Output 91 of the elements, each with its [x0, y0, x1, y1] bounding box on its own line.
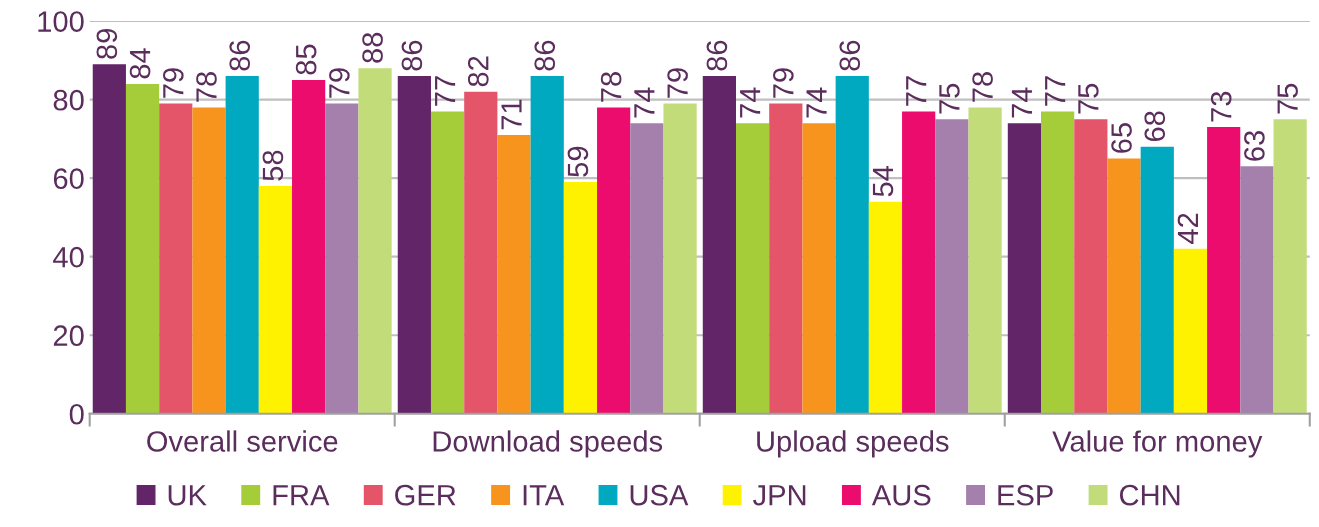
bar	[630, 123, 664, 414]
y-tick-label: 20	[53, 325, 84, 347]
data-label: 85	[295, 44, 317, 75]
data-label: 74	[1011, 87, 1032, 118]
bar	[1240, 166, 1274, 414]
data-label: 71	[501, 99, 522, 130]
data-label: 82	[467, 56, 489, 87]
bar	[868, 201, 903, 414]
data-label: 86	[401, 40, 423, 71]
legend-label: FRA	[273, 485, 330, 506]
bar	[968, 107, 1002, 414]
legend-label: AUS	[871, 484, 931, 506]
legend-label: USA	[630, 484, 689, 506]
data-label: 79	[162, 68, 184, 98]
data-label: 68	[1144, 111, 1166, 142]
data-label: 77	[906, 76, 927, 106]
data-label: 63	[1244, 131, 1265, 161]
bar	[1207, 127, 1241, 414]
data-label: 79	[329, 68, 350, 98]
data-label: 78	[196, 72, 217, 102]
bar	[497, 134, 531, 414]
bar	[358, 68, 392, 414]
data-label: 58	[262, 150, 284, 181]
bar	[1140, 146, 1174, 414]
bar	[530, 76, 564, 414]
legend-label: ESP	[998, 484, 1053, 506]
y-tick-label: 40	[53, 246, 84, 268]
data-label: 86	[706, 40, 728, 71]
data-label: 74	[634, 87, 655, 118]
bar	[1041, 111, 1075, 414]
x-tick-label: Download speeds	[433, 430, 663, 458]
data-label: 59	[567, 146, 589, 177]
bar	[464, 91, 498, 414]
data-label: 84	[129, 48, 151, 79]
bar	[325, 103, 359, 414]
bar	[430, 111, 465, 414]
y-tick-label: 60	[53, 168, 84, 189]
bar	[935, 119, 969, 414]
bar	[835, 76, 869, 414]
data-label: 74	[740, 87, 761, 118]
data-label: 86	[534, 40, 556, 71]
bar	[663, 103, 697, 414]
y-tick-label: 100	[38, 11, 84, 32]
bar	[258, 185, 293, 414]
bar	[902, 111, 936, 414]
y-tick-label: 0	[69, 403, 84, 425]
x-tick-label: Upload speeds	[757, 430, 949, 458]
bar	[192, 107, 226, 414]
legend-label: CHN	[1119, 484, 1180, 506]
data-label: 77	[1045, 76, 1066, 106]
bar	[1173, 248, 1208, 414]
data-label: 86	[839, 40, 861, 71]
bar	[397, 76, 431, 414]
data-label: 65	[1111, 123, 1132, 153]
x-tick-label: Overall service	[147, 430, 338, 452]
data-label: 88	[362, 32, 383, 63]
bar	[769, 103, 803, 414]
bar	[563, 182, 598, 414]
legend-label: JPN	[753, 485, 806, 506]
legend-label: GER	[395, 484, 456, 506]
data-label: 42	[1177, 213, 1199, 244]
bar	[1107, 158, 1141, 414]
bar	[1074, 119, 1108, 414]
data-label: 78	[600, 72, 622, 102]
legend-label: ITA	[523, 485, 565, 506]
bar	[125, 83, 160, 414]
legend-label: UK	[168, 485, 207, 506]
bar	[1007, 123, 1042, 414]
bar	[802, 123, 836, 414]
data-label: 89	[96, 29, 118, 59]
data-label: 77	[435, 76, 456, 106]
bar	[735, 123, 770, 414]
y-tick-label: 80	[53, 89, 84, 111]
data-label: 75	[939, 83, 960, 114]
bar	[1273, 119, 1307, 414]
bar	[597, 107, 631, 414]
data-label: 75	[1277, 83, 1298, 114]
bar	[225, 76, 259, 414]
x-tick-label: Value for money	[1052, 430, 1263, 458]
data-label: 75	[1078, 83, 1099, 114]
bar	[292, 79, 326, 414]
data-label: 86	[229, 40, 251, 71]
bar	[159, 103, 193, 414]
data-label: 74	[806, 87, 827, 118]
bar	[702, 76, 736, 414]
data-label: 79	[772, 68, 794, 98]
data-label: 54	[872, 165, 894, 197]
bar	[92, 64, 126, 414]
data-label: 73	[1210, 91, 1232, 122]
data-label: 78	[972, 72, 993, 102]
data-label: 79	[667, 68, 688, 98]
